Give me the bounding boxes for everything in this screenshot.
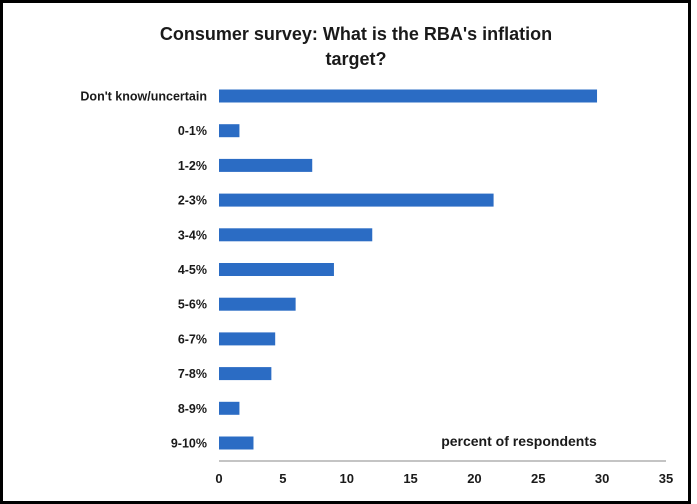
bar-5 <box>219 263 334 276</box>
x-tick-labels: 0 5 10 15 20 25 30 35 <box>215 471 673 486</box>
x-tick-label: 15 <box>403 471 417 486</box>
bar-3 <box>219 193 494 207</box>
bar-4 <box>219 228 373 242</box>
category-label: 3-4% <box>178 228 207 242</box>
bar-8 <box>219 367 272 381</box>
axis-annotation: percent of respondents <box>441 433 597 449</box>
bar-1 <box>219 124 240 138</box>
bar-0 <box>219 89 598 103</box>
chart-title-line1: Consumer survey: What is the RBA's infla… <box>160 24 552 44</box>
bar-chart: Consumer survey: What is the RBA's infla… <box>80 24 673 486</box>
x-tick-label: 35 <box>659 471 673 486</box>
category-label: 7-8% <box>178 367 207 381</box>
bar-6 <box>219 297 296 311</box>
x-tick-label: 30 <box>595 471 609 486</box>
bar-2 <box>219 158 313 172</box>
category-label: 2-3% <box>178 194 207 208</box>
category-labels: Don't know/uncertain 0-1% 1-2% 2-3% 3-4% 4-5%… <box>80 90 207 451</box>
bars-group <box>219 89 598 450</box>
category-label: 1-2% <box>178 159 207 173</box>
category-label: 4-5% <box>178 263 207 277</box>
bar-7 <box>219 332 276 346</box>
bar-10 <box>219 436 254 450</box>
x-tick-label: 5 <box>279 471 286 486</box>
x-tick-label: 10 <box>339 471 353 486</box>
category-label: 9-10% <box>171 437 207 451</box>
category-label: 8-9% <box>178 402 207 416</box>
chart-title-line2: target? <box>325 49 386 69</box>
x-tick-label: 0 <box>215 471 222 486</box>
bar-9 <box>219 401 240 415</box>
category-label: Don't know/uncertain <box>80 90 207 104</box>
category-label: 0-1% <box>178 124 207 138</box>
x-tick-label: 20 <box>467 471 481 486</box>
x-tick-label: 25 <box>531 471 545 486</box>
category-label: 5-6% <box>178 298 207 312</box>
category-label: 6-7% <box>178 332 207 346</box>
